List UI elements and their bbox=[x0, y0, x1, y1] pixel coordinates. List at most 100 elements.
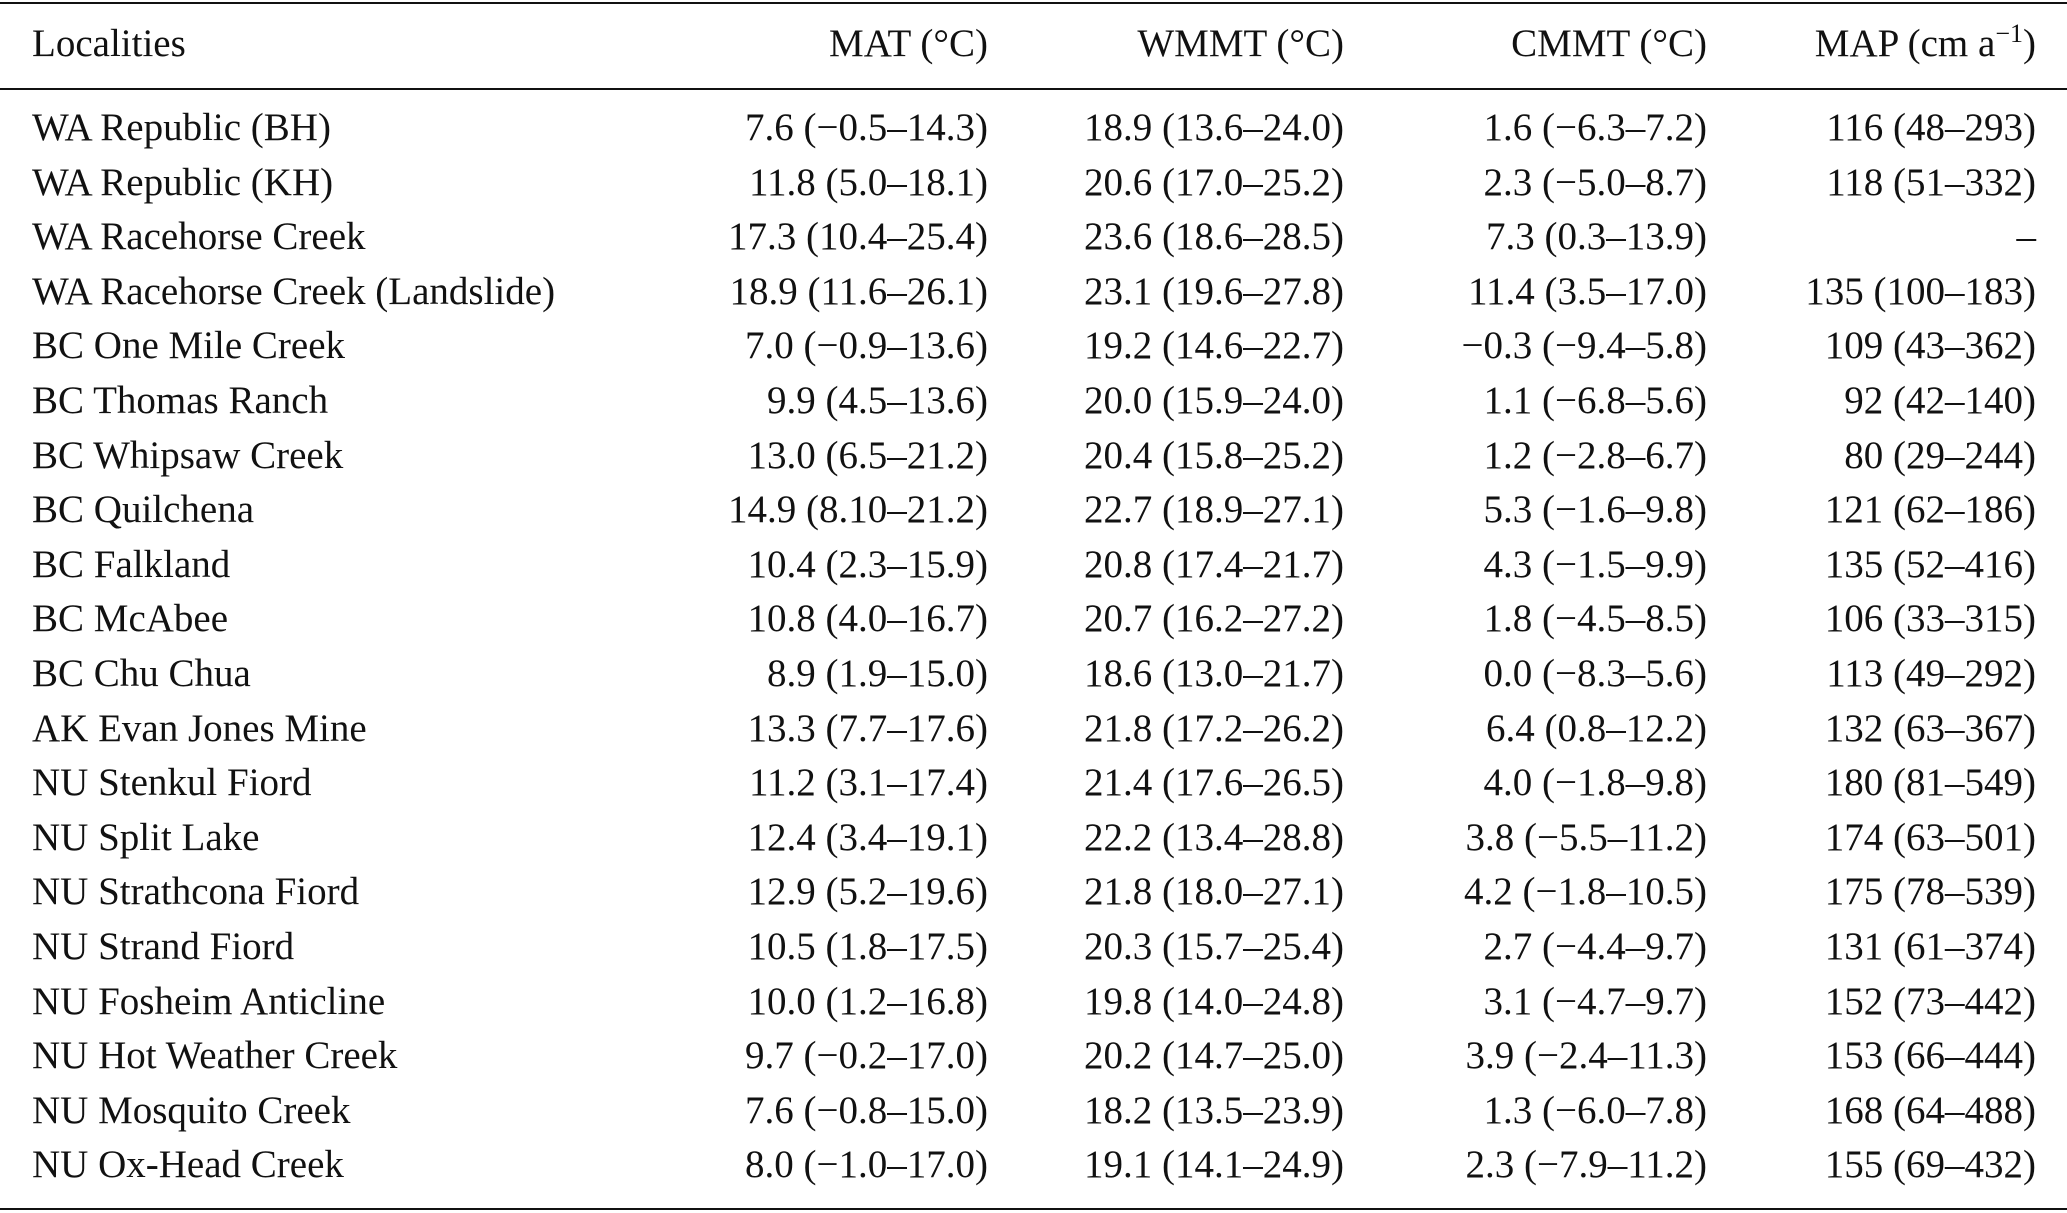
value-cell: 1.8 (−4.5–8.5) bbox=[1483, 597, 1707, 641]
value-cell: 113 (49–292) bbox=[1826, 652, 2036, 695]
value-cell: 20.2 (14.7–25.0) bbox=[1084, 1034, 1344, 1078]
value-cell: 116 (48–293) bbox=[1826, 106, 2036, 149]
value-cell: 3.1 (−4.7–9.7) bbox=[1483, 979, 1707, 1023]
locality-cell: NU Mosquito Creek bbox=[32, 1088, 351, 1132]
locality-cell: BC Chu Chua bbox=[32, 652, 251, 695]
value-cell: 180 (81–549) bbox=[1824, 761, 2036, 805]
top-rule bbox=[0, 2, 2067, 4]
value-cell: 21.4 (17.6–26.5) bbox=[1084, 761, 1344, 805]
locality-cell: BC Falkland bbox=[32, 542, 231, 586]
locality-cell: BC McAbee bbox=[32, 597, 229, 641]
value-cell: 17.3 (10.4–25.4) bbox=[728, 215, 988, 259]
value-cell: 153 (66–444) bbox=[1824, 1034, 2036, 1078]
value-cell: 18.2 (13.5–23.9) bbox=[1084, 1088, 1344, 1132]
locality-cell: NU Ox-Head Creek bbox=[32, 1143, 344, 1187]
value-cell: 22.7 (18.9–27.1) bbox=[1084, 488, 1344, 532]
value-cell: 132 (63–367) bbox=[1824, 706, 2036, 750]
value-cell: 20.6 (17.0–25.2) bbox=[1084, 160, 1344, 204]
locality-cell: WA Republic (BH) bbox=[32, 106, 331, 149]
locality-cell: WA Racehorse Creek bbox=[32, 215, 366, 259]
value-cell: 80 (29–244) bbox=[1844, 433, 2036, 477]
value-cell: 8.0 (−1.0–17.0) bbox=[745, 1143, 988, 1187]
value-cell: 2.3 (−5.0–8.7) bbox=[1483, 160, 1707, 204]
header-text: ) bbox=[2023, 22, 2036, 65]
value-cell: 23.1 (19.6–27.8) bbox=[1084, 269, 1344, 313]
locality-cell: BC Quilchena bbox=[32, 488, 255, 532]
value-cell: 5.3 (−1.6–9.8) bbox=[1483, 488, 1707, 532]
value-cell: 10.8 (4.0–16.7) bbox=[747, 597, 988, 641]
header-cell: CMMT (°C) bbox=[1511, 22, 1707, 65]
value-cell: 92 (42–140) bbox=[1844, 379, 2036, 422]
value-cell: 4.3 (−1.5–9.9) bbox=[1483, 542, 1707, 586]
value-cell: 135 (52–416) bbox=[1824, 542, 2036, 586]
value-cell: 19.2 (14.6–22.7) bbox=[1084, 324, 1344, 368]
value-cell: 2.7 (−4.4–9.7) bbox=[1483, 925, 1707, 968]
value-cell: 121 (62–186) bbox=[1824, 488, 2036, 532]
locality-cell: AK Evan Jones Mine bbox=[32, 706, 367, 750]
value-cell: 10.0 (1.2–16.8) bbox=[747, 979, 988, 1023]
value-cell: 18.9 (11.6–26.1) bbox=[729, 269, 988, 313]
value-cell: 1.6 (−6.3–7.2) bbox=[1483, 106, 1707, 149]
value-cell: 20.3 (15.7–25.4) bbox=[1084, 925, 1344, 968]
locality-cell: BC Thomas Ranch bbox=[32, 379, 329, 422]
value-cell: 11.2 (3.1–17.4) bbox=[748, 761, 988, 805]
value-cell: 19.8 (14.0–24.8) bbox=[1084, 979, 1344, 1023]
value-cell: 168 (64–488) bbox=[1824, 1088, 2036, 1132]
value-cell: 135 (100–183) bbox=[1805, 269, 2036, 313]
value-cell: 20.4 (15.8–25.2) bbox=[1084, 433, 1344, 477]
value-cell: 106 (33–315) bbox=[1824, 597, 2036, 641]
value-cell: 12.4 (3.4–19.1) bbox=[747, 815, 988, 859]
value-cell: 13.0 (6.5–21.2) bbox=[747, 433, 988, 477]
header-cell: Localities bbox=[32, 22, 186, 65]
value-cell: 118 (51–332) bbox=[1826, 160, 2036, 204]
value-cell: 13.3 (7.7–17.6) bbox=[747, 706, 988, 750]
value-cell: 18.9 (13.6–24.0) bbox=[1084, 106, 1344, 149]
value-cell: 131 (61–374) bbox=[1824, 925, 2036, 968]
value-cell: 9.9 (4.5–13.6) bbox=[767, 379, 988, 422]
value-cell: 9.7 (−0.2–17.0) bbox=[745, 1034, 988, 1078]
value-cell: 23.6 (18.6–28.5) bbox=[1084, 215, 1344, 259]
locality-cell: NU Stenkul Fiord bbox=[32, 761, 312, 805]
value-cell: 174 (63–501) bbox=[1824, 815, 2036, 859]
value-cell: 1.1 (−6.8–5.6) bbox=[1483, 379, 1707, 422]
value-cell: 4.0 (−1.8–9.8) bbox=[1483, 761, 1707, 805]
value-cell: 6.4 (0.8–12.2) bbox=[1486, 706, 1707, 750]
value-cell: 21.8 (17.2–26.2) bbox=[1084, 706, 1344, 750]
value-cell: 20.8 (17.4–21.7) bbox=[1084, 542, 1344, 586]
locality-cell: WA Racehorse Creek (Landslide) bbox=[32, 269, 556, 313]
value-cell: 22.2 (13.4–28.8) bbox=[1084, 815, 1344, 859]
value-cell: 10.5 (1.8–17.5) bbox=[747, 925, 988, 968]
value-cell: 1.3 (−6.0–7.8) bbox=[1483, 1088, 1707, 1132]
locality-cell: BC One Mile Creek bbox=[32, 324, 346, 368]
value-cell: 14.9 (8.10–21.2) bbox=[728, 488, 988, 532]
value-cell: 3.9 (−2.4–11.3) bbox=[1465, 1034, 1707, 1078]
header-cell: MAT (°C) bbox=[829, 22, 988, 65]
value-cell: 21.8 (18.0–27.1) bbox=[1084, 870, 1344, 914]
value-cell: 175 (78–539) bbox=[1824, 870, 2036, 914]
locality-cell: NU Split Lake bbox=[32, 815, 260, 859]
value-cell: 152 (73–442) bbox=[1824, 979, 2036, 1023]
bottom-rule bbox=[0, 1208, 2067, 1210]
value-cell: 10.4 (2.3–15.9) bbox=[747, 542, 988, 586]
value-cell: 2.3 (−7.9–11.2) bbox=[1465, 1143, 1707, 1187]
header-cell: WMMT (°C) bbox=[1137, 22, 1344, 65]
value-cell: 11.8 (5.0–18.1) bbox=[748, 160, 988, 204]
locality-cell: NU Fosheim Anticline bbox=[32, 979, 386, 1023]
value-cell: 7.3 (0.3–13.9) bbox=[1486, 215, 1707, 259]
value-cell: 155 (69–432) bbox=[1824, 1143, 2036, 1187]
value-cell: 1.2 (−2.8–6.7) bbox=[1483, 433, 1707, 477]
value-cell: 20.0 (15.9–24.0) bbox=[1084, 379, 1344, 422]
header-cell: MAP (cm a−1) bbox=[1815, 19, 2036, 69]
value-cell: 4.2 (−1.8–10.5) bbox=[1464, 870, 1707, 914]
locality-cell: WA Republic (KH) bbox=[32, 160, 334, 204]
value-cell: – bbox=[2016, 215, 2037, 259]
value-cell: 3.8 (−5.5–11.2) bbox=[1465, 815, 1707, 859]
value-cell: 7.6 (−0.8–15.0) bbox=[745, 1088, 988, 1132]
value-cell: 7.6 (−0.5–14.3) bbox=[745, 106, 988, 149]
value-cell: 7.0 (−0.9–13.6) bbox=[745, 324, 988, 368]
value-cell: 109 (43–362) bbox=[1824, 324, 2036, 368]
locality-cell: BC Whipsaw Creek bbox=[32, 433, 344, 477]
locality-cell: NU Strand Fiord bbox=[32, 925, 295, 968]
value-cell: 8.9 (1.9–15.0) bbox=[767, 652, 988, 695]
